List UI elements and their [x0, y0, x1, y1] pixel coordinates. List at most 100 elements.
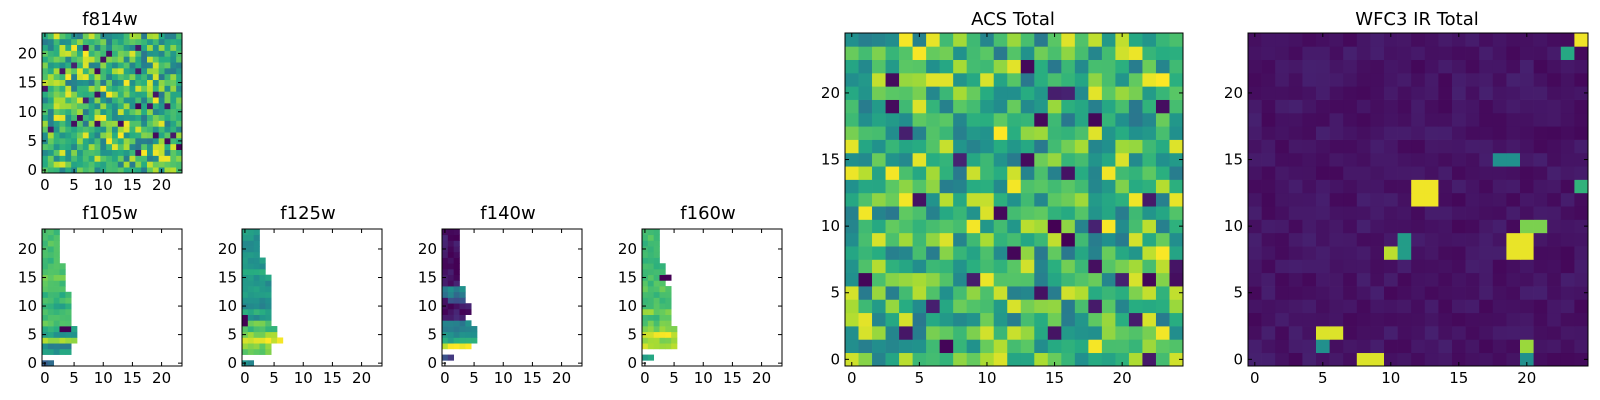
- heatmap-cell: [71, 114, 78, 121]
- heatmap-cell: [88, 138, 95, 145]
- heatmap-cell: [1169, 232, 1184, 247]
- heatmap-cell: [1424, 286, 1439, 300]
- heatmap-cell: [1275, 33, 1290, 47]
- heatmap-cell: [1261, 192, 1276, 207]
- heatmap-cell: [82, 114, 90, 121]
- heatmap-cell: [123, 62, 130, 69]
- heatmap-cell: [1169, 166, 1184, 180]
- heatmap-cell: [82, 143, 90, 151]
- heatmap-cell: [129, 73, 136, 81]
- heatmap-cell: [164, 126, 171, 133]
- heatmap-cell: [53, 108, 60, 116]
- heatmap-cell: [77, 91, 84, 98]
- heatmap-cell: [1465, 152, 1480, 167]
- heatmap-cell: [1007, 299, 1022, 314]
- heatmap-cell: [176, 68, 183, 75]
- y-tick-label: 0: [227, 354, 237, 372]
- heatmap-cell: [1020, 46, 1035, 60]
- heatmap-cell: [1128, 219, 1143, 234]
- heatmap-cell: [647, 286, 655, 293]
- heatmap-cell: [88, 132, 95, 139]
- heatmap-cell: [1411, 166, 1426, 180]
- x-tick-label: 0: [40, 369, 50, 387]
- heatmap-cell: [966, 99, 981, 114]
- heatmap-cell: [1047, 126, 1062, 140]
- heatmap-cell: [117, 103, 125, 110]
- heatmap-cell: [858, 166, 873, 180]
- heatmap-cell: [1074, 259, 1089, 274]
- heatmap-cell: [129, 56, 136, 63]
- heatmap-cell: [88, 50, 95, 57]
- heatmap-cell: [112, 103, 119, 110]
- heatmap-cell: [53, 103, 60, 110]
- heatmap-cell: [1329, 339, 1344, 354]
- heatmap-cell: [1316, 299, 1330, 314]
- heatmap-cell: [265, 337, 272, 344]
- x-tick-label: 15: [323, 369, 342, 387]
- heatmap-cell: [1465, 72, 1480, 87]
- heatmap-cell: [926, 33, 940, 47]
- heatmap-cell: [885, 339, 900, 354]
- heatmap-cell: [247, 280, 255, 287]
- heatmap-cell: [158, 126, 165, 133]
- heatmap-cell: [912, 192, 927, 207]
- heatmap-cell: [1288, 179, 1303, 194]
- y-tick-label: 15: [418, 269, 437, 287]
- heatmap-cell: [1479, 352, 1494, 367]
- heatmap-cell: [112, 91, 119, 98]
- heatmap-cell: [1316, 206, 1330, 220]
- heatmap-cell: [47, 274, 55, 281]
- heatmap-cell: [170, 103, 177, 110]
- heatmap-cell: [1465, 166, 1480, 180]
- heatmap-cell: [1438, 272, 1453, 287]
- heatmap-cell: [47, 97, 55, 104]
- heatmap-cell: [1034, 286, 1049, 300]
- heatmap-cell: [899, 352, 913, 367]
- heatmap-cell: [1560, 352, 1575, 367]
- heatmap-cell: [845, 46, 859, 60]
- heatmap-cell: [1533, 33, 1548, 47]
- heatmap-cell: [42, 348, 49, 355]
- heatmap-cell: [65, 91, 72, 98]
- heatmap-cell: [1316, 259, 1330, 274]
- heatmap-cell: [53, 44, 60, 51]
- heatmap-cell: [259, 286, 266, 293]
- heatmap-cell: [1479, 246, 1494, 260]
- heatmap-cell: [858, 139, 873, 154]
- heatmap-cell: [1343, 59, 1358, 74]
- heatmap-cell: [152, 68, 160, 75]
- heatmap-cell: [966, 33, 981, 47]
- heatmap-cell: [1128, 46, 1143, 60]
- heatmap-cell: [1034, 126, 1049, 140]
- heatmap-cell: [885, 152, 900, 167]
- heatmap-cell: [88, 44, 95, 51]
- heatmap-cell: [242, 314, 249, 321]
- heatmap-cell: [1142, 339, 1157, 354]
- heatmap-cell: [247, 274, 255, 281]
- panel-title-acs-total: ACS Total: [971, 9, 1055, 30]
- heatmap-cell: [176, 73, 183, 81]
- heatmap-cell: [123, 120, 130, 127]
- heatmap-cell: [1034, 299, 1049, 314]
- heatmap-cell: [1370, 259, 1385, 274]
- heatmap-cell: [1506, 126, 1521, 140]
- heatmap-cell: [65, 308, 72, 315]
- heatmap-cell: [100, 126, 107, 133]
- heatmap-cell: [53, 114, 60, 121]
- heatmap-cell: [1343, 179, 1358, 194]
- heatmap-cell: [100, 73, 107, 81]
- heatmap-cell: [42, 143, 49, 151]
- heatmap-cell: [1248, 33, 1262, 47]
- heatmap-cell: [88, 103, 95, 110]
- heatmap-cell: [653, 229, 660, 236]
- heatmap-cell: [65, 126, 72, 133]
- heatmap-cell: [94, 149, 101, 156]
- heatmap-cell: [953, 152, 968, 167]
- heatmap-cell: [1384, 259, 1398, 274]
- heatmap-cell: [647, 337, 655, 344]
- heatmap-cell: [885, 219, 900, 234]
- heatmap-cell: [1506, 326, 1521, 340]
- heatmap-cell: [112, 33, 119, 40]
- heatmap-cell: [1155, 152, 1170, 167]
- heatmap-cell: [42, 132, 49, 139]
